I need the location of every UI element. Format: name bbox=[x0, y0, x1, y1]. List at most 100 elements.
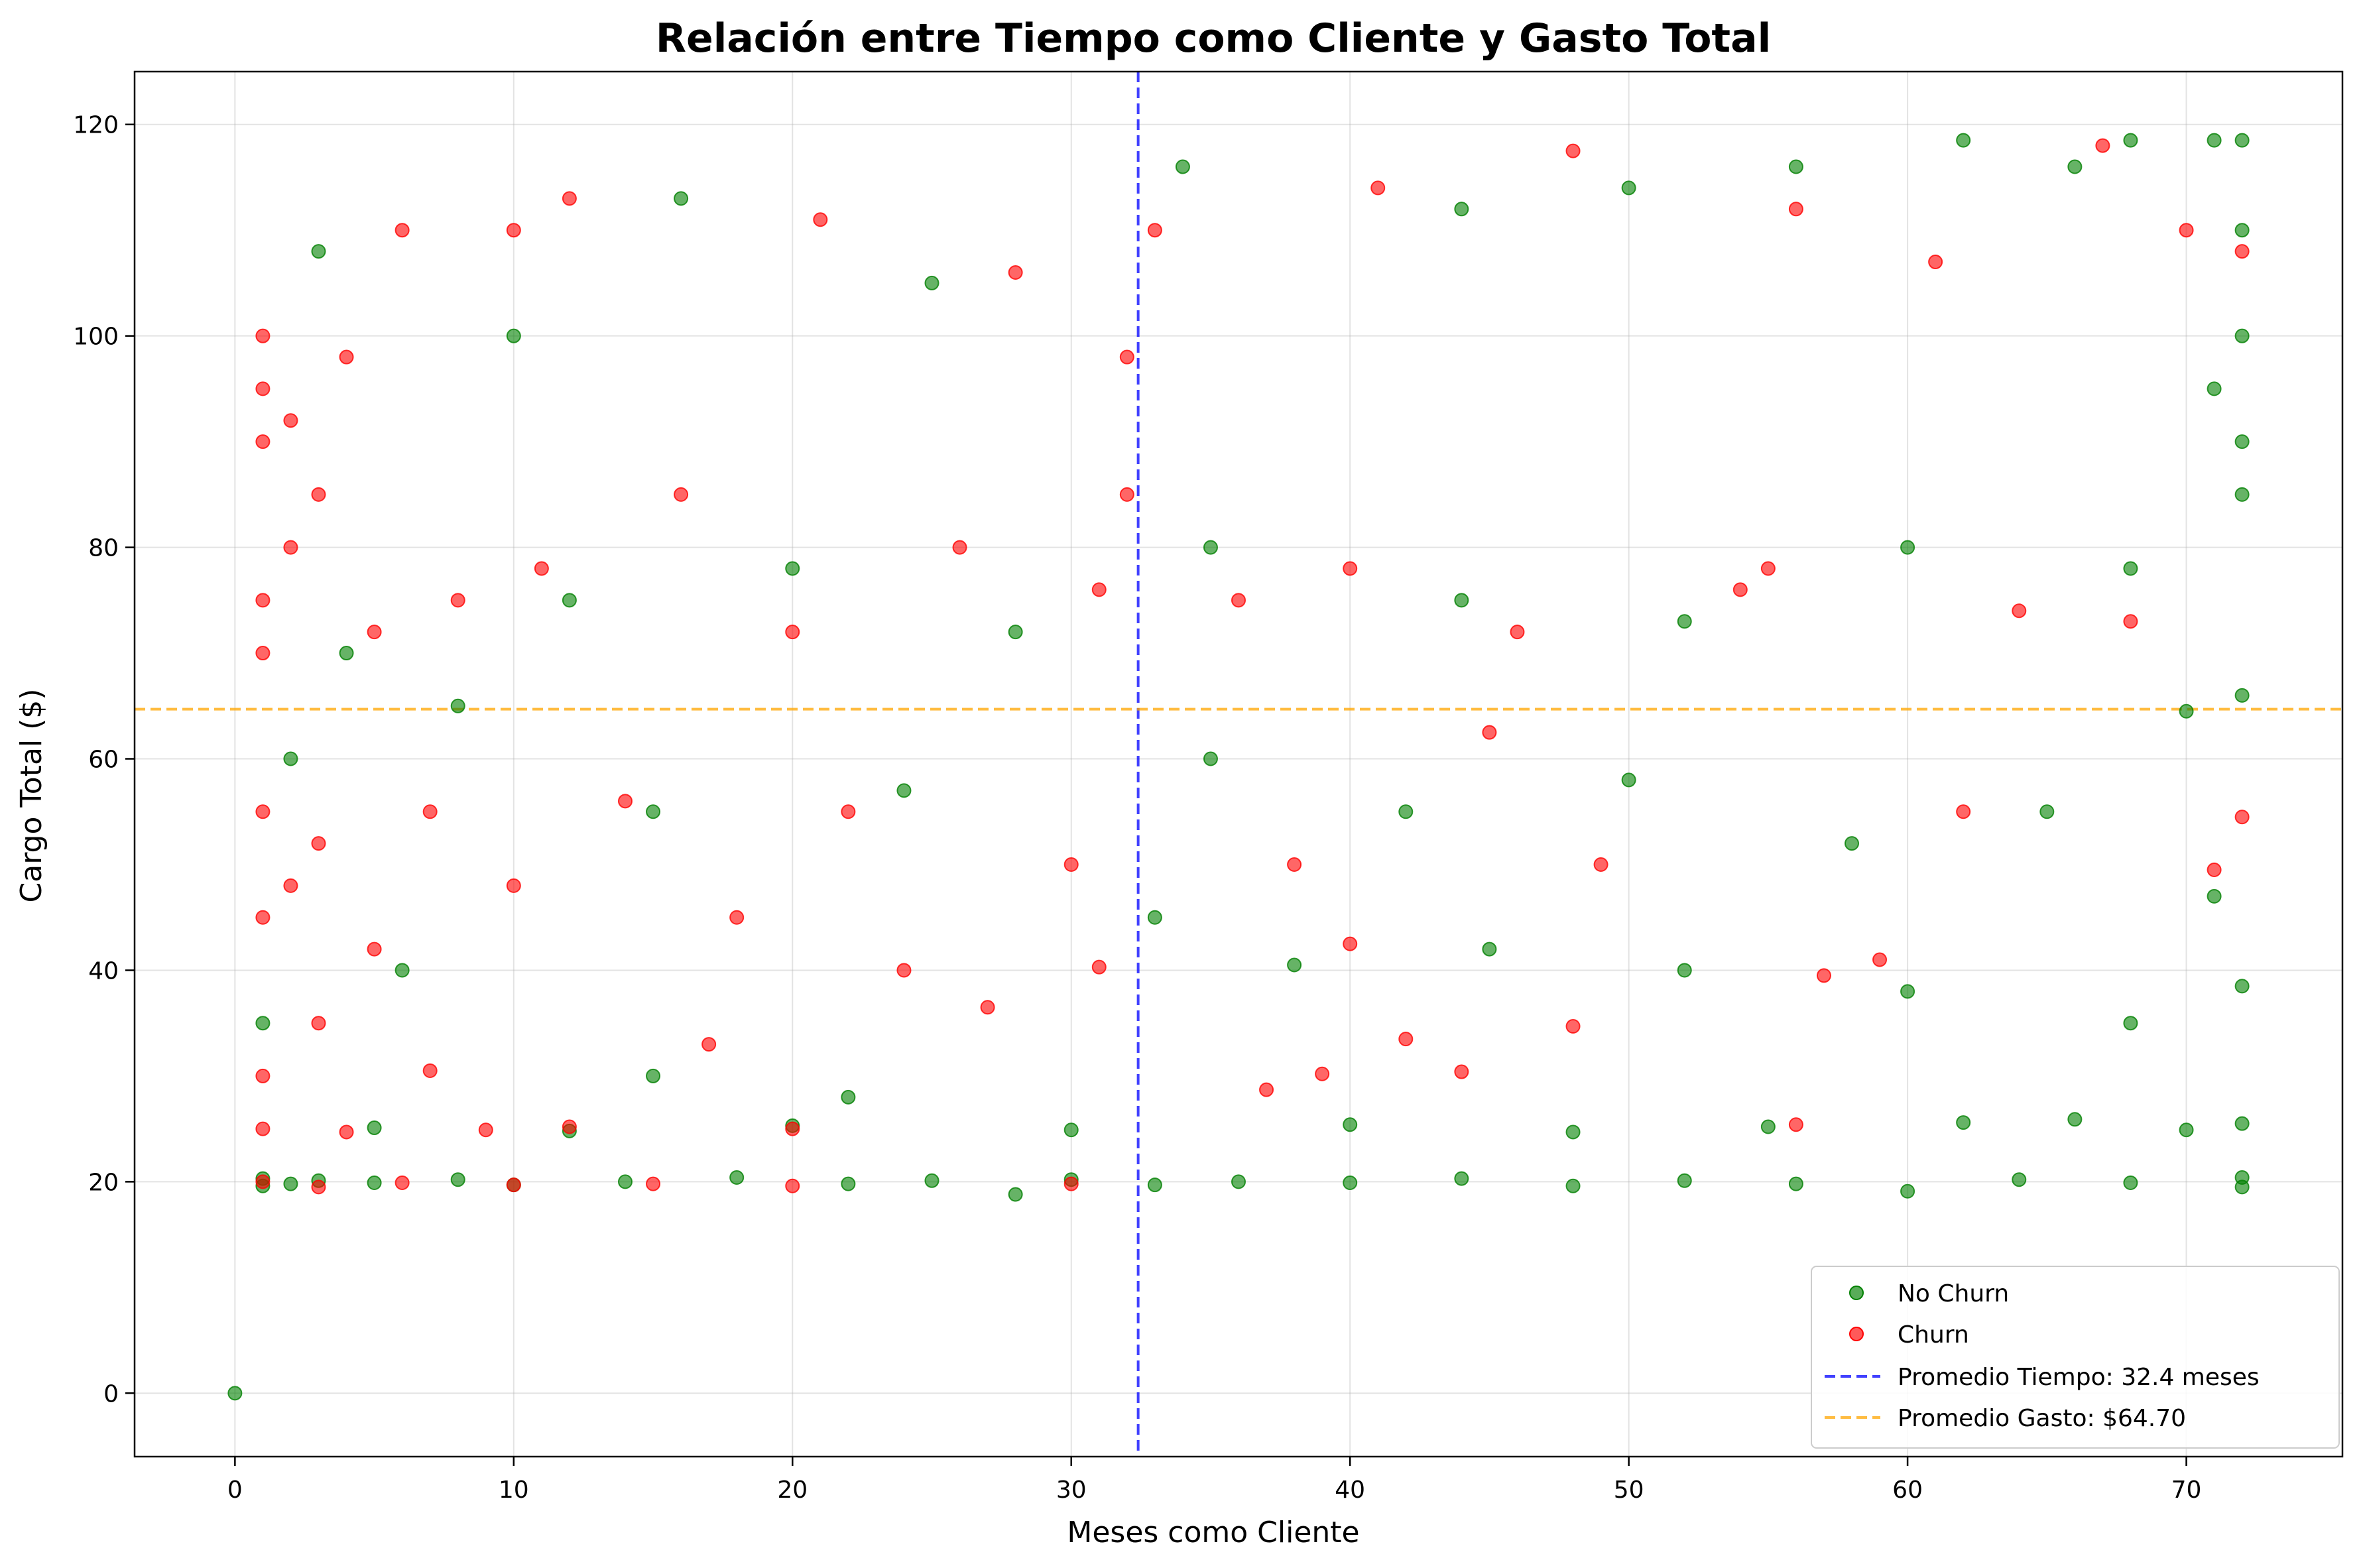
x-tick-label: 30 bbox=[1056, 1477, 1087, 1504]
point-churn bbox=[255, 646, 271, 661]
point-churn bbox=[255, 1174, 271, 1189]
point-churn bbox=[422, 1063, 438, 1078]
point-churn bbox=[255, 1121, 271, 1136]
point-no-churn bbox=[1565, 1124, 1581, 1140]
point-churn bbox=[785, 1121, 800, 1136]
point-churn bbox=[841, 804, 856, 819]
plot-frame bbox=[133, 70, 2344, 1458]
point-no-churn bbox=[2234, 1116, 2250, 1131]
point-churn bbox=[1119, 349, 1134, 365]
point-no-churn bbox=[1677, 1173, 1692, 1188]
point-churn bbox=[2012, 603, 2027, 619]
point-no-churn bbox=[785, 561, 800, 576]
point-churn bbox=[506, 878, 521, 893]
point-no-churn bbox=[2234, 487, 2250, 502]
point-no-churn bbox=[450, 698, 465, 713]
point-churn bbox=[534, 561, 549, 576]
point-churn bbox=[646, 1176, 661, 1191]
point-no-churn bbox=[1845, 836, 1859, 851]
point-no-churn bbox=[2234, 328, 2250, 343]
point-churn bbox=[1816, 968, 1831, 983]
point-churn bbox=[450, 593, 465, 608]
point-churn bbox=[1063, 857, 1079, 872]
point-churn bbox=[311, 487, 326, 502]
point-no-churn bbox=[506, 328, 521, 343]
point-churn bbox=[311, 836, 326, 851]
legend-label-churn: Churn bbox=[1898, 1321, 1969, 1349]
point-no-churn bbox=[1621, 180, 1636, 196]
chart-title: Relación entre Tiempo como Cliente y Gas… bbox=[656, 15, 1771, 62]
point-no-churn bbox=[1900, 540, 1915, 555]
point-no-churn bbox=[562, 593, 577, 608]
point-no-churn bbox=[2012, 1172, 2027, 1187]
point-no-churn bbox=[1482, 941, 1497, 957]
point-no-churn bbox=[311, 244, 326, 259]
point-no-churn bbox=[2207, 888, 2222, 904]
point-no-churn bbox=[896, 783, 912, 798]
x-tick-label: 20 bbox=[777, 1477, 808, 1504]
point-churn bbox=[729, 910, 745, 925]
point-no-churn bbox=[1147, 910, 1162, 925]
x-tick-label: 0 bbox=[227, 1477, 243, 1504]
point-churn bbox=[2095, 138, 2110, 153]
point-no-churn bbox=[924, 1173, 939, 1188]
point-churn bbox=[1343, 936, 1358, 951]
point-churn bbox=[618, 794, 633, 809]
point-no-churn bbox=[841, 1176, 856, 1191]
point-no-churn bbox=[1677, 963, 1692, 978]
point-churn bbox=[1147, 223, 1162, 238]
legend: No Churn Churn Promedio Tiempo: 32.4 mes… bbox=[1811, 1266, 2340, 1449]
point-churn bbox=[1956, 804, 1971, 819]
point-no-churn bbox=[646, 804, 661, 819]
point-no-churn bbox=[283, 751, 298, 766]
point-no-churn bbox=[1398, 804, 1414, 819]
point-churn bbox=[1872, 952, 1888, 967]
x-axis-label: Meses como Cliente bbox=[1067, 1516, 1359, 1549]
point-no-churn bbox=[1343, 1175, 1358, 1190]
point-no-churn bbox=[1287, 957, 1302, 973]
point-churn bbox=[1510, 625, 1525, 640]
point-churn bbox=[1287, 857, 1302, 872]
point-no-churn bbox=[1454, 1171, 1469, 1186]
point-churn bbox=[394, 223, 410, 238]
point-no-churn bbox=[1063, 1122, 1079, 1138]
data-points bbox=[227, 133, 2250, 1401]
point-churn bbox=[2234, 810, 2250, 825]
point-churn bbox=[1119, 487, 1134, 502]
point-no-churn bbox=[227, 1386, 243, 1401]
point-no-churn bbox=[1677, 614, 1692, 629]
point-churn bbox=[1593, 857, 1608, 872]
point-churn bbox=[367, 625, 382, 640]
point-no-churn bbox=[2207, 133, 2222, 148]
point-churn bbox=[283, 413, 298, 428]
point-no-churn bbox=[2039, 804, 2055, 819]
point-churn bbox=[1732, 582, 1748, 597]
point-no-churn bbox=[2234, 979, 2250, 994]
y-tick-label: 100 bbox=[73, 324, 119, 351]
point-no-churn bbox=[646, 1068, 661, 1083]
point-no-churn bbox=[2067, 159, 2083, 174]
point-churn bbox=[701, 1037, 717, 1052]
x-tick-label: 10 bbox=[499, 1477, 529, 1504]
x-axis-ticks: 0 10 20 30 40 50 60 70 bbox=[227, 1457, 2201, 1504]
point-no-churn bbox=[1900, 1183, 1915, 1199]
point-no-churn bbox=[1454, 593, 1469, 608]
point-churn bbox=[1008, 265, 1023, 280]
legend-box bbox=[1811, 1266, 2340, 1449]
point-no-churn bbox=[2123, 561, 2138, 576]
point-churn bbox=[283, 540, 298, 555]
point-churn bbox=[255, 381, 271, 396]
point-churn bbox=[311, 1016, 326, 1031]
point-no-churn bbox=[1008, 1187, 1023, 1202]
legend-marker-no-churn bbox=[1849, 1286, 1864, 1300]
point-churn bbox=[339, 349, 354, 365]
reference-lines bbox=[135, 72, 2342, 1457]
point-no-churn bbox=[1621, 772, 1636, 788]
y-tick-label: 80 bbox=[88, 535, 119, 562]
point-no-churn bbox=[1788, 159, 1803, 174]
point-no-churn bbox=[2234, 434, 2250, 450]
point-no-churn bbox=[255, 1016, 271, 1031]
point-churn bbox=[813, 212, 828, 227]
point-churn bbox=[311, 1179, 326, 1195]
point-no-churn bbox=[367, 1175, 382, 1190]
